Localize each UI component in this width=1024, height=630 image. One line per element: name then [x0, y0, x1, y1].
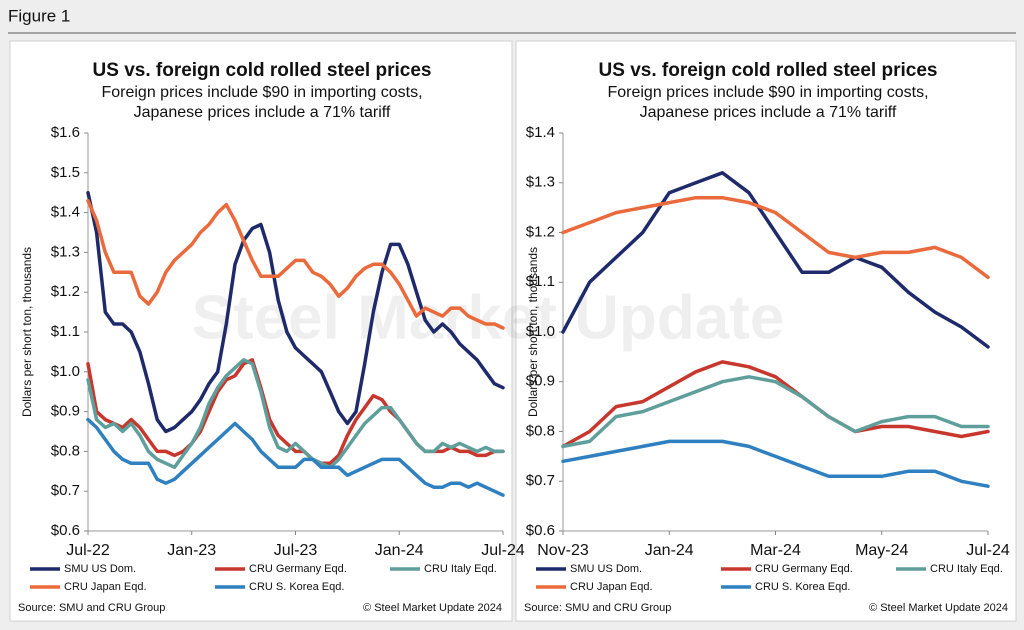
x-tick-label: Nov-23: [537, 542, 589, 559]
y-tick-label: $0.7: [51, 482, 80, 499]
series-line: [561, 195, 990, 280]
series-line: [561, 375, 990, 449]
legend-label: CRU S. Korea Eqd.: [755, 581, 850, 593]
series-line: [561, 439, 990, 488]
y-tick-label: $1.2: [526, 223, 555, 240]
series-line: [561, 171, 990, 349]
x-tick-label: Mar-24: [750, 542, 801, 559]
legend-label: CRU Japan Eqd.: [570, 581, 653, 593]
y-tick-label: $0.6: [526, 522, 555, 539]
y-tick-label: $1.1: [51, 323, 80, 340]
figure-label: Figure 1: [8, 6, 70, 25]
panel: [9, 40, 513, 622]
x-tick-label: May-24: [855, 542, 908, 559]
y-axis-label: Dollars per short ton, thousands: [20, 247, 34, 417]
x-tick-label: Jul-24: [966, 542, 1010, 559]
y-tick-label: $0.8: [526, 422, 555, 439]
chart-subtitle: Japanese prices include a 71% tariff: [640, 104, 897, 121]
series-line: [86, 190, 505, 434]
chart-title: US vs. foreign cold rolled steel prices: [599, 60, 938, 81]
chart-subtitle: Foreign prices include $90 in importing …: [101, 84, 422, 101]
copyright-note: © Steel Market Update 2024: [869, 602, 1008, 614]
y-tick-label: $0.9: [526, 373, 555, 390]
x-tick-label: Jul-23: [274, 542, 318, 559]
watermark: Steel Market Update: [192, 283, 785, 352]
series-line: [86, 198, 505, 330]
y-tick-label: $1.0: [51, 363, 80, 380]
y-tick-label: $0.9: [51, 403, 80, 420]
y-axis-label: Dollars per short ton, thousands: [526, 247, 540, 417]
y-tick-label: $1.5: [51, 164, 80, 181]
chart-subtitle: Foreign prices include $90 in importing …: [607, 84, 928, 101]
panel: [515, 40, 1017, 622]
y-tick-label: $0.6: [51, 522, 80, 539]
y-tick-label: $0.8: [51, 442, 80, 459]
copyright-note: © Steel Market Update 2024: [363, 602, 502, 614]
y-tick-label: $1.0: [526, 323, 555, 340]
chart-subtitle: Japanese prices include a 71% tariff: [134, 104, 391, 121]
series-line: [561, 360, 990, 449]
legend-label: CRU Italy Eqd.: [424, 563, 497, 575]
legend-label: SMU US Dom.: [570, 563, 642, 575]
legend-label: SMU US Dom.: [64, 563, 136, 575]
legend-label: CRU S. Korea Eqd.: [249, 581, 344, 593]
y-tick-label: $1.3: [526, 174, 555, 191]
legend-label: CRU Italy Eqd.: [930, 563, 1003, 575]
x-tick-label: Jul-24: [481, 542, 525, 559]
y-tick-label: $1.2: [51, 283, 80, 300]
y-tick-label: $1.4: [526, 124, 555, 141]
x-tick-label: Jan-23: [167, 542, 216, 559]
y-tick-label: $1.3: [51, 243, 80, 260]
legend-label: CRU Japan Eqd.: [64, 581, 147, 593]
y-tick-label: $1.6: [51, 124, 80, 141]
source-note: Source: SMU and CRU Group: [524, 602, 671, 614]
x-tick-label: Jan-24: [645, 542, 694, 559]
chart-title: US vs. foreign cold rolled steel prices: [93, 60, 432, 81]
y-tick-label: $1.1: [526, 273, 555, 290]
legend-label: CRU Germany Eqd.: [755, 563, 853, 575]
legend-label: CRU Germany Eqd.: [249, 563, 347, 575]
x-tick-label: Jan-24: [375, 542, 424, 559]
x-tick-label: Jul-22: [66, 542, 110, 559]
y-tick-label: $1.4: [51, 204, 80, 221]
source-note: Source: SMU and CRU Group: [18, 602, 165, 614]
series-line: [86, 358, 505, 470]
y-tick-label: $0.7: [526, 472, 555, 489]
series-line: [86, 417, 505, 497]
